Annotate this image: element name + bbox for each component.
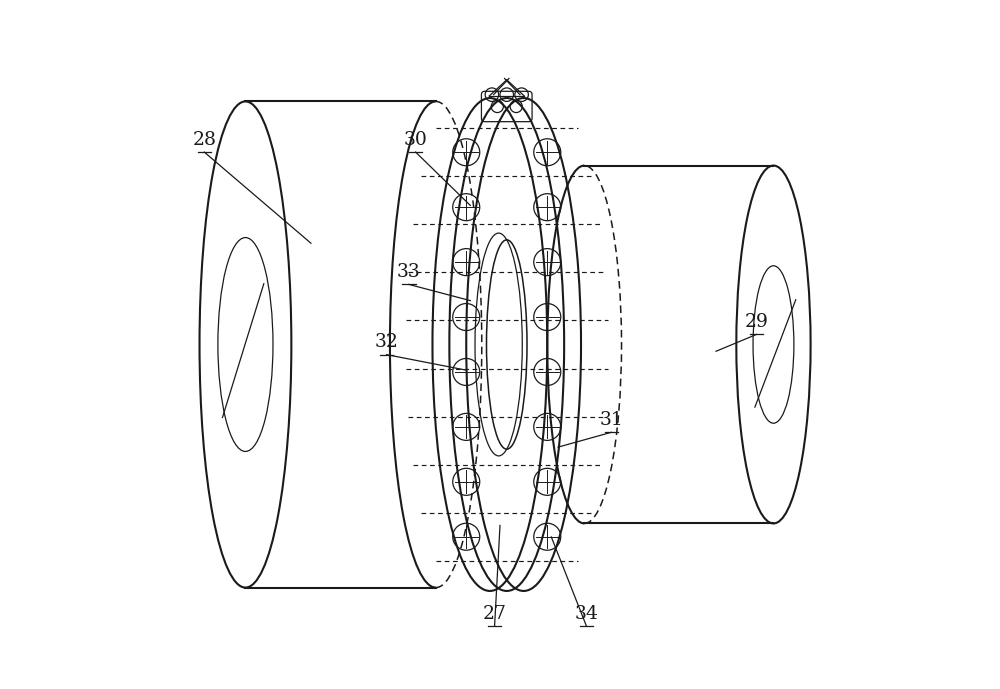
- Text: 29: 29: [745, 313, 769, 331]
- Text: 27: 27: [483, 605, 507, 623]
- Text: 28: 28: [192, 131, 216, 149]
- Text: 31: 31: [600, 411, 623, 429]
- Text: 32: 32: [375, 333, 399, 351]
- Text: 30: 30: [404, 131, 428, 149]
- Text: 34: 34: [574, 605, 598, 623]
- Text: 33: 33: [397, 263, 421, 281]
